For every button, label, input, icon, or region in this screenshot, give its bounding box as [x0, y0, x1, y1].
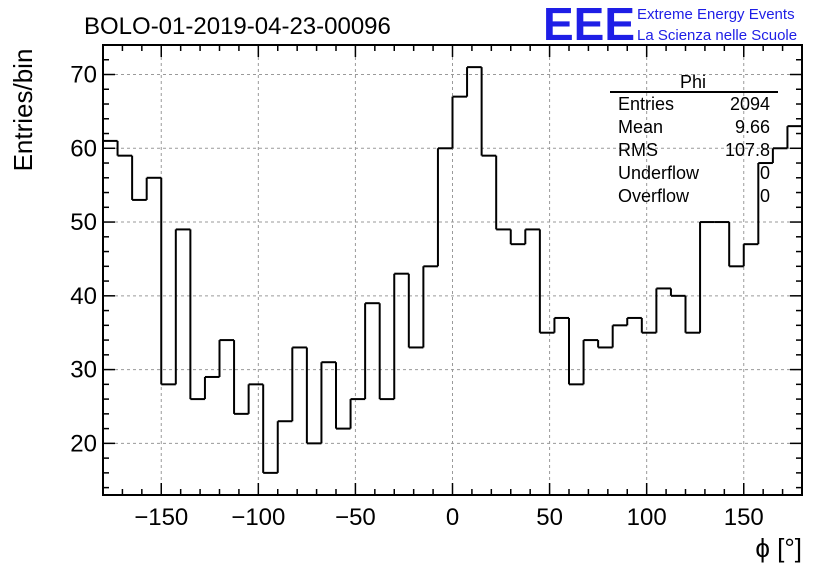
stats-box: Phi Entries 2094 Mean 9.66 RMS 107.8 Underflow…: [610, 72, 778, 206]
histogram-bin: [597, 340, 613, 349]
histogram-bin: [320, 361, 336, 444]
histogram-bin: [553, 316, 569, 333]
logo-line-1: Extreme Energy Events: [637, 6, 795, 23]
stats-label: Entries: [618, 94, 674, 114]
x-axis-title: ϕ [°]: [755, 533, 802, 563]
stats-name: Phi: [680, 72, 706, 92]
histogram-bin: [466, 66, 482, 97]
histogram-bin: [102, 139, 118, 495]
stats-row: Underflow 0: [618, 163, 770, 183]
histogram-bin: [699, 221, 715, 333]
histogram-bin: [364, 302, 380, 400]
histogram-bin: [538, 229, 555, 334]
histogram-bin: [480, 67, 497, 157]
y-tick-label: 60: [70, 135, 97, 162]
histogram-bin: [742, 243, 759, 267]
histogram-bin: [771, 147, 788, 164]
histogram-bin: [684, 295, 701, 334]
histogram-bin: [393, 272, 409, 400]
histogram-bin: [640, 317, 657, 334]
y-tick-label: 20: [70, 430, 97, 457]
histogram-bin: [582, 339, 599, 385]
x-tick-label: −50: [335, 504, 376, 531]
stats-value: 9.66: [735, 117, 770, 137]
histogram-bin: [451, 95, 468, 149]
histogram-bin: [407, 273, 424, 349]
histogram-bin: [349, 398, 366, 429]
histogram-bin: [378, 303, 395, 401]
stats-row: Entries 2094: [618, 94, 770, 114]
histogram-bin: [422, 265, 438, 348]
histogram-bin: [305, 347, 322, 445]
y-axis-title: Entries/bin: [8, 49, 38, 172]
histogram-bin: [262, 384, 278, 474]
histogram-bin: [495, 155, 511, 231]
histogram-bin: [291, 346, 307, 422]
histogram-bin: [436, 147, 453, 267]
x-tick-label: 50: [536, 504, 563, 531]
histogram-bin: [509, 229, 526, 246]
y-tick-label: 40: [70, 283, 97, 310]
stats-label: Overflow: [618, 186, 690, 206]
histogram-bin: [786, 125, 802, 149]
histogram-bin: [568, 317, 584, 386]
histogram-bin: [276, 420, 293, 473]
histogram-bin: [655, 287, 671, 333]
logo-mark: EEE: [543, 0, 635, 50]
stats-label: RMS: [618, 140, 658, 160]
x-tick-label: −100: [231, 504, 285, 531]
stats-row: Overflow 0: [618, 186, 770, 206]
histogram-bin: [218, 339, 235, 377]
histogram-bin: [626, 316, 642, 326]
histogram-bin: [335, 362, 351, 430]
stats-label: Underflow: [618, 163, 700, 183]
histogram-bin: [757, 162, 773, 245]
histogram-bin: [131, 155, 147, 201]
histogram-bin: [728, 222, 744, 268]
logo-line-2: La Scienza nelle Scuole: [637, 27, 797, 44]
stats-value: 0: [760, 163, 770, 183]
histogram-bin: [669, 288, 686, 297]
histogram-bin: [524, 228, 540, 245]
x-tick-label: 150: [724, 504, 764, 531]
histogram-bin: [203, 375, 220, 400]
x-tick-label: 0: [446, 504, 459, 531]
histogram-bin: [611, 324, 628, 348]
y-tick-label: 70: [70, 62, 97, 89]
histogram-bin: [189, 229, 205, 401]
histogram-bin: [160, 177, 176, 386]
stats-value: 0: [760, 186, 770, 206]
histogram-bin: [174, 228, 191, 385]
histogram-bin: [116, 140, 133, 157]
y-tick-label: 50: [70, 209, 97, 236]
x-tick-label: −150: [134, 504, 188, 531]
stats-value: 2094: [730, 94, 770, 114]
eee-logo: EEE Extreme Energy Events La Scienza nel…: [543, 0, 797, 50]
tick-labels: −150 −100 −50 0 50 100 150 20 30 40 50 60 70: [70, 62, 763, 531]
chart-title: BOLO-01-2019-04-23-00096: [84, 13, 391, 40]
axes: [102, 44, 803, 496]
histogram-bin: [233, 340, 249, 415]
stats-row: RMS 107.8: [618, 140, 770, 160]
histogram-bin: [145, 176, 162, 200]
stats-row: Mean 9.66: [618, 117, 770, 137]
x-tick-label: 100: [627, 504, 667, 531]
y-tick-label: 30: [70, 357, 97, 384]
histogram-bin: [247, 383, 264, 414]
stats-label: Mean: [618, 117, 663, 137]
stats-value: 107.8: [725, 140, 770, 160]
